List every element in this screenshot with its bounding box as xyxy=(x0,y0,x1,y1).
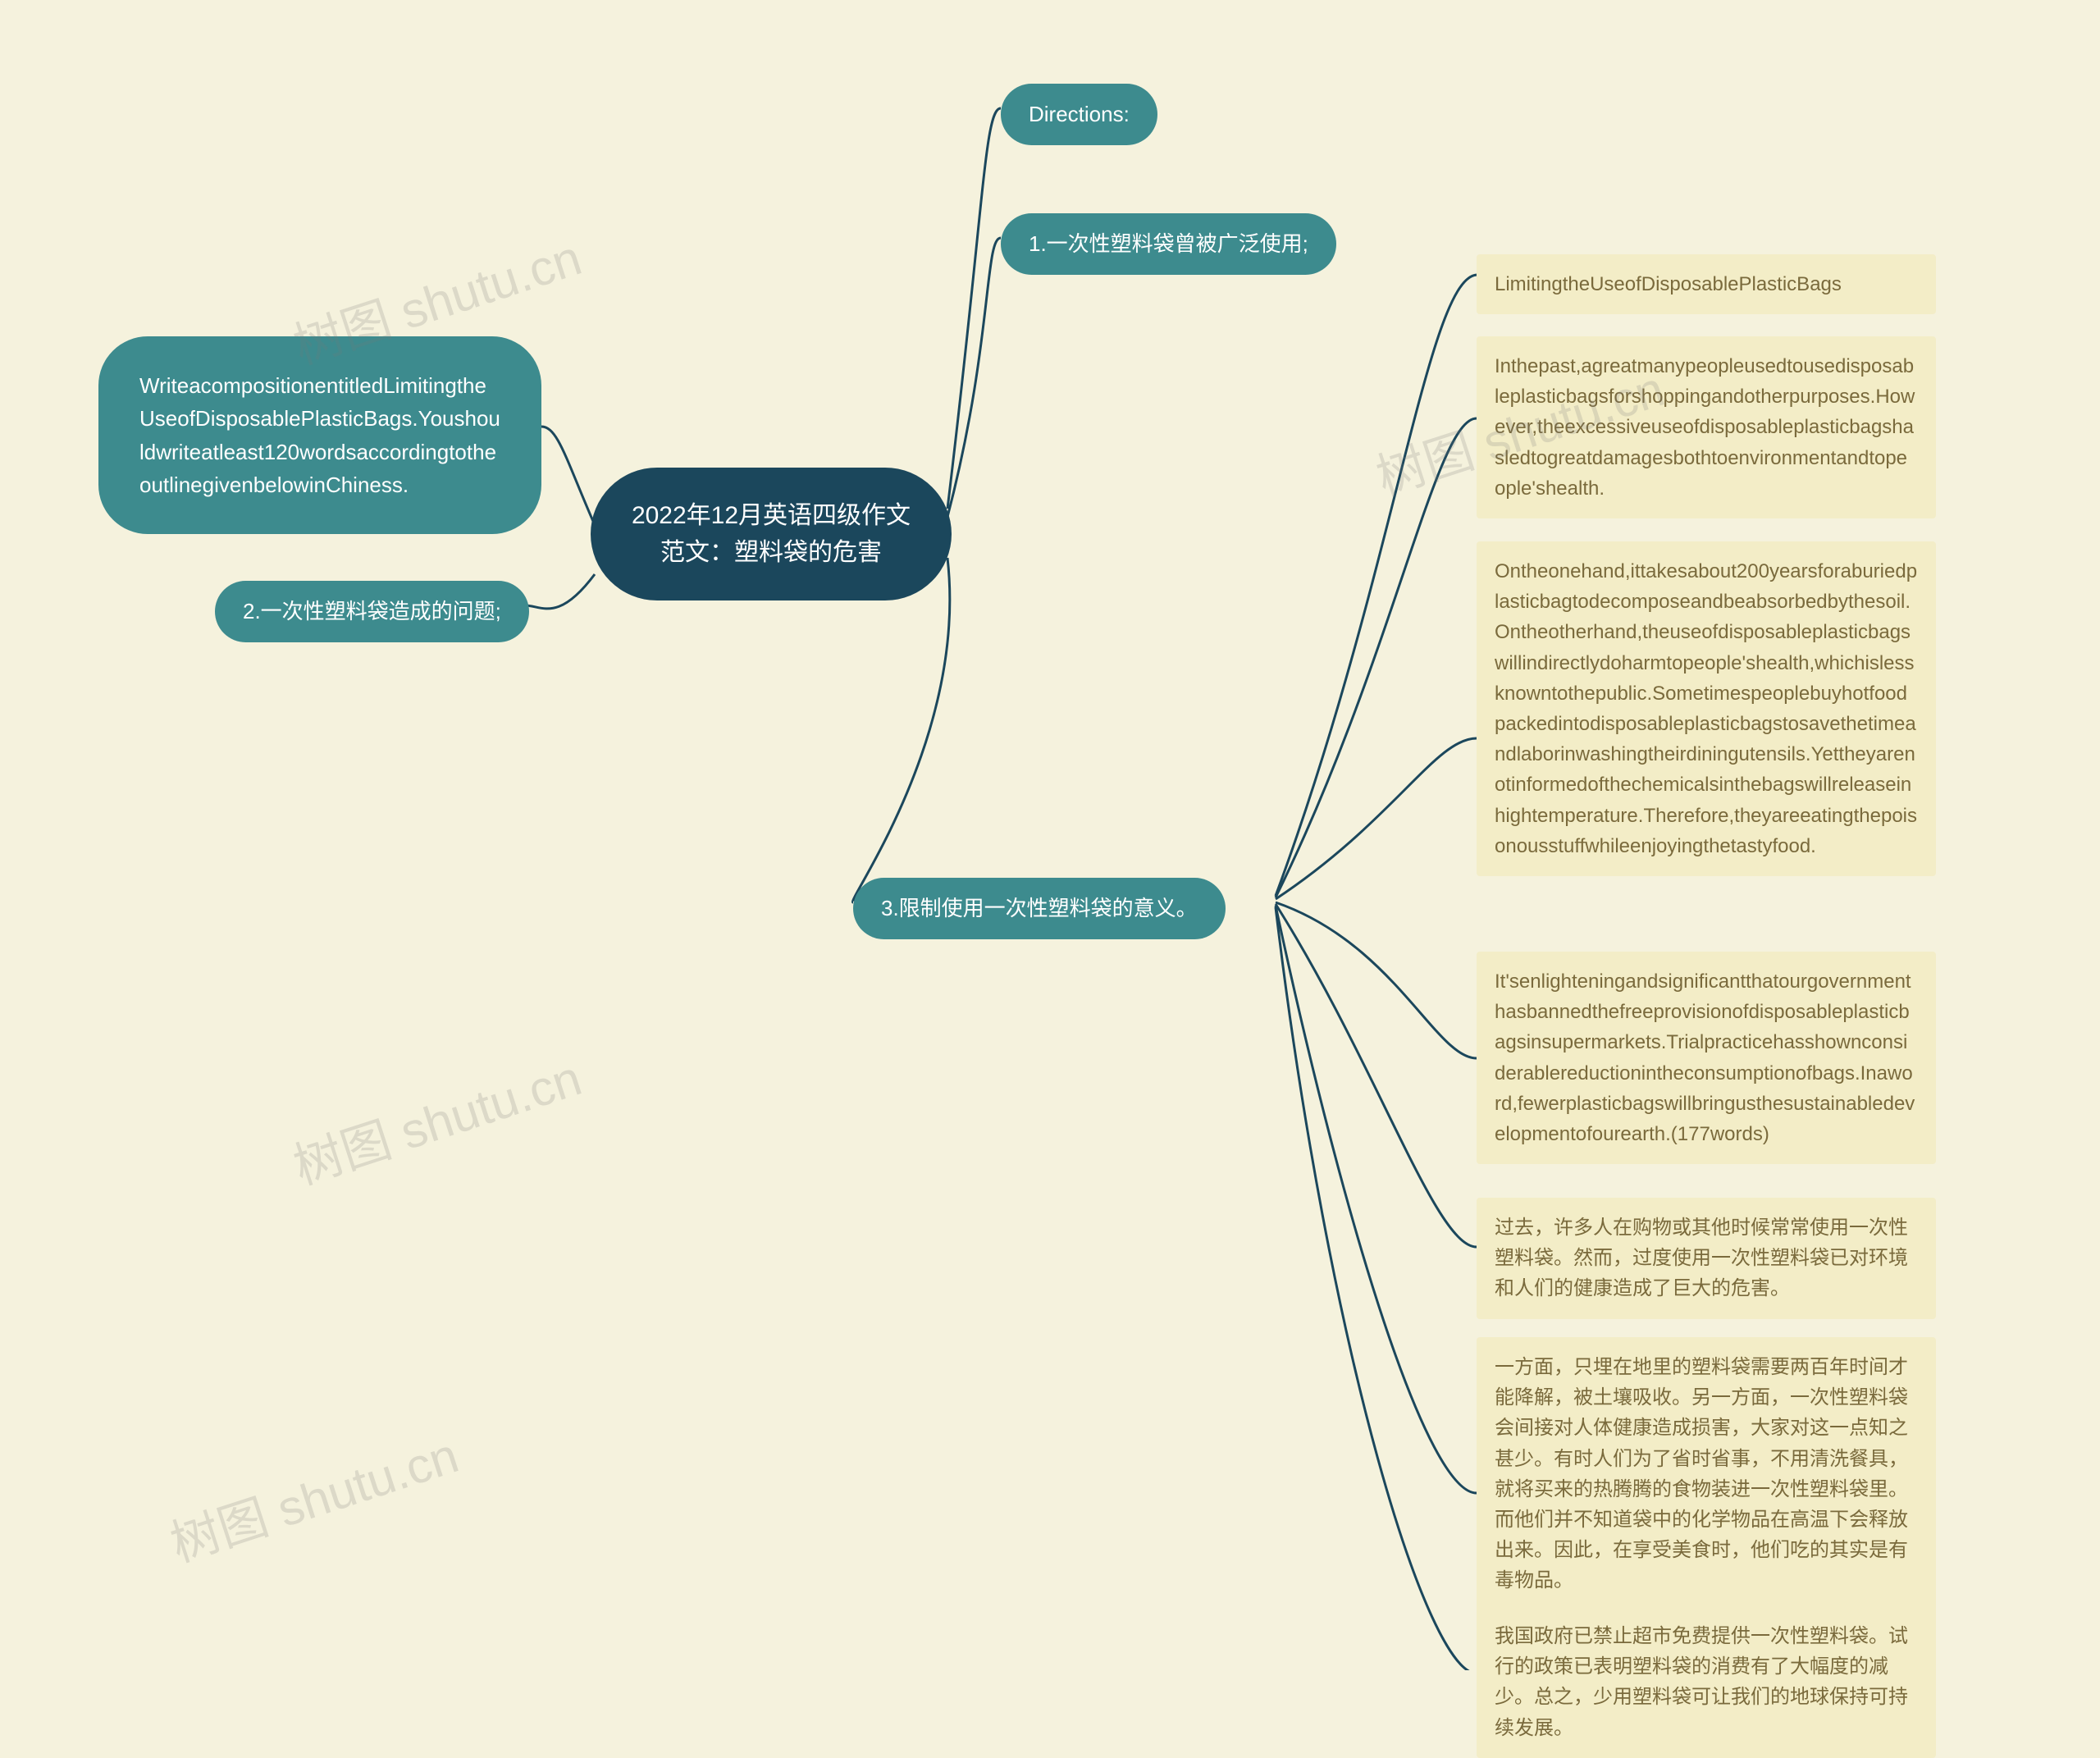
leaf-l3: It'senlighteningandsignificantthatourgov… xyxy=(1477,952,1936,1164)
branch-point3[interactable]: 3.限制使用一次性塑料袋的意义。 xyxy=(853,878,1226,939)
leaf-l0: LimitingtheUseofDisposablePlasticBags xyxy=(1477,254,1936,314)
leaf-l6: 我国政府已禁止超市免费提供一次性塑料袋。试行的政策已表明塑料袋的消费有了大幅度的… xyxy=(1477,1606,1936,1758)
leaf-l2: Ontheonehand,ittakesabout200yearsforabur… xyxy=(1477,541,1936,876)
leaf-text: Ontheonehand,ittakesabout200yearsforabur… xyxy=(1495,560,1917,857)
branch-label: 2.一次性塑料袋造成的问题; xyxy=(243,596,501,628)
watermark: 树图 shutu.cn xyxy=(283,1039,589,1199)
leaf-l5: 一方面，只埋在地里的塑料袋需要两百年时间才能降解，被土壤吸收。另一方面，一次性塑… xyxy=(1477,1337,1936,1611)
leaf-text: 过去，许多人在购物或其他时候常常使用一次性塑料袋。然而，过度使用一次性塑料袋已对… xyxy=(1495,1217,1908,1299)
root-node[interactable]: 2022年12月英语四级作文范文：塑料袋的危害 xyxy=(591,468,952,600)
branch-point2[interactable]: 2.一次性塑料袋造成的问题; xyxy=(215,581,529,642)
branch-label: 3.限制使用一次性塑料袋的意义。 xyxy=(881,893,1198,925)
leaf-text: 一方面，只埋在地里的塑料袋需要两百年时间才能降解，被土壤吸收。另一方面，一次性塑… xyxy=(1495,1356,1908,1591)
branch-directions[interactable]: Directions: xyxy=(1001,84,1157,145)
leaf-text: It'senlighteningandsignificantthatourgov… xyxy=(1495,970,1915,1145)
branch-label: WriteacompositionentitledLimitingtheUseo… xyxy=(139,369,500,501)
branch-writecomp[interactable]: WriteacompositionentitledLimitingtheUseo… xyxy=(98,336,541,534)
watermark: 树图 shutu.cn xyxy=(160,1416,466,1576)
leaf-l4: 过去，许多人在购物或其他时候常常使用一次性塑料袋。然而，过度使用一次性塑料袋已对… xyxy=(1477,1198,1936,1319)
branch-point1[interactable]: 1.一次性塑料袋曾被广泛使用; xyxy=(1001,213,1336,275)
branch-label: 1.一次性塑料袋曾被广泛使用; xyxy=(1029,228,1308,260)
leaf-text: Inthepast,agreatmanypeopleusedtousedispo… xyxy=(1495,355,1915,500)
branch-label: Directions: xyxy=(1029,98,1130,130)
leaf-text: LimitingtheUseofDisposablePlasticBags xyxy=(1495,273,1842,295)
leaf-l1: Inthepast,agreatmanypeopleusedtousedispo… xyxy=(1477,336,1936,518)
root-label: 2022年12月英语四级作文范文：塑料袋的危害 xyxy=(623,497,919,571)
leaf-text: 我国政府已禁止超市免费提供一次性塑料袋。试行的政策已表明塑料袋的消费有了大幅度的… xyxy=(1495,1625,1908,1739)
